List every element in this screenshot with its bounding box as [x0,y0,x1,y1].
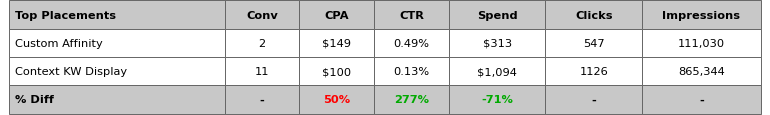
Bar [642,86,761,114]
Text: -: - [591,95,596,105]
Text: Spend: Spend [477,10,517,20]
Bar [300,29,374,58]
Bar [300,86,374,114]
Text: CTR: CTR [399,10,424,20]
Text: 865,344: 865,344 [678,67,725,76]
Text: 1126: 1126 [579,67,608,76]
Text: Impressions: Impressions [662,10,741,20]
Text: Custom Affinity: Custom Affinity [15,39,102,48]
Bar [9,58,225,86]
Text: 277%: 277% [394,95,429,105]
Text: Conv: Conv [246,10,278,20]
Text: 11: 11 [255,67,270,76]
Bar [545,86,642,114]
Bar [545,1,642,29]
Bar [9,1,225,29]
Text: Clicks: Clicks [575,10,612,20]
Bar [300,58,374,86]
Bar [225,29,300,58]
Text: $313: $313 [483,39,511,48]
Bar [374,1,449,29]
Bar [225,1,300,29]
Bar [449,86,545,114]
Bar [449,1,545,29]
Bar [374,29,449,58]
Bar [225,58,300,86]
Text: -: - [259,95,264,105]
Bar [374,86,449,114]
Text: Top Placements: Top Placements [15,10,116,20]
Text: 111,030: 111,030 [678,39,725,48]
Bar [374,58,449,86]
Text: -: - [699,95,704,105]
Text: 0.13%: 0.13% [393,67,430,76]
Bar [545,29,642,58]
Text: $149: $149 [322,39,351,48]
Bar [9,29,225,58]
Text: 2: 2 [259,39,266,48]
Bar [642,29,761,58]
Bar [449,58,545,86]
Bar [300,1,374,29]
Text: -71%: -71% [481,95,513,105]
Text: 547: 547 [583,39,604,48]
Bar [9,86,225,114]
Bar [545,58,642,86]
Text: 50%: 50% [323,95,350,105]
Text: % Diff: % Diff [15,95,53,105]
Text: CPA: CPA [324,10,349,20]
Text: $1,094: $1,094 [477,67,517,76]
Bar [642,58,761,86]
Bar [449,29,545,58]
Text: $100: $100 [322,67,351,76]
Text: 0.49%: 0.49% [393,39,430,48]
Bar [642,1,761,29]
Text: Context KW Display: Context KW Display [15,67,127,76]
Bar [225,86,300,114]
